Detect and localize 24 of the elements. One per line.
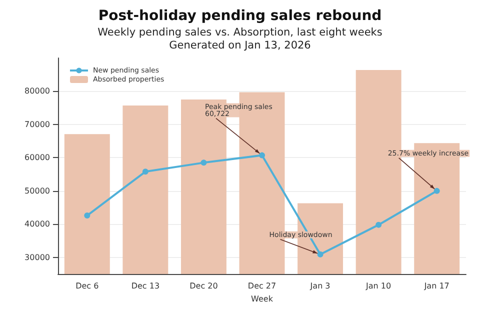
- chart-title: Post-holiday pending sales rebound: [98, 8, 382, 24]
- point: [376, 222, 382, 228]
- chart-subtitle: Weekly pending sales vs. Absorption, last eight weeks: [98, 26, 382, 38]
- y-tick-label: 40000: [24, 220, 50, 229]
- x-axis-title: Week: [251, 294, 274, 304]
- x-tick-label: Dec 27: [248, 282, 276, 290]
- x-tick-label: Dec 6: [76, 282, 99, 290]
- point: [434, 188, 440, 194]
- x-tick-label: Jan 3: [309, 282, 330, 290]
- x-tick-label: Jan 17: [423, 282, 450, 290]
- text: Generated on Jan 13, 2026: [169, 40, 312, 52]
- point: [259, 152, 265, 158]
- x-tick-label: Dec 20: [190, 282, 218, 290]
- y-tick-label: 30000: [24, 252, 50, 262]
- y-tick-label: 80000: [24, 86, 50, 96]
- point: [84, 212, 90, 219]
- y-tick-label: 60000: [24, 153, 50, 162]
- point: [200, 160, 207, 166]
- point: [317, 251, 324, 258]
- y-tick-label: 50000: [24, 186, 50, 196]
- point: [142, 168, 148, 175]
- x-tick-label: Dec 13: [131, 282, 160, 290]
- y-tick-label: 70000: [24, 120, 50, 129]
- x-tick-label: Jan 10: [365, 282, 392, 290]
